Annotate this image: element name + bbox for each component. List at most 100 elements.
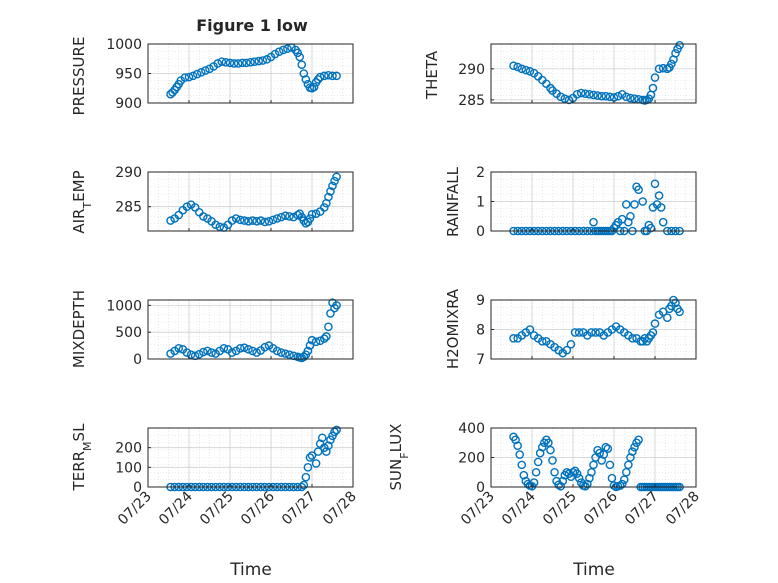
xlabel-left: Time [229,560,272,580]
data-point [587,328,596,337]
data-point [180,73,190,82]
x-tick-label: 07/26 [238,488,278,528]
data-point [628,334,637,343]
data-point [556,481,566,491]
data-point [601,442,611,452]
data-point [166,216,175,225]
data-point [675,40,684,50]
data-point [509,61,518,71]
data-point [324,70,333,80]
data-point [574,473,584,483]
data-point [319,334,329,343]
ylabel-theta: THETA [423,50,441,100]
data-point [562,345,572,355]
data-point [297,60,307,69]
data-point [246,57,255,67]
data-point [574,328,584,337]
data-point [622,200,631,209]
data-point [182,348,192,357]
data-point [601,91,611,101]
axes-frame [490,43,697,104]
data-point [305,341,315,350]
data-point [585,90,594,99]
data-point [654,64,664,74]
data-point [311,337,321,347]
data-point [581,89,590,98]
data-point [319,71,329,81]
data-point [313,447,323,456]
x-tick-label: 07/25 [540,489,580,529]
y-tick-label: 0 [476,480,485,496]
x-tick-label: 07/28 [663,489,703,529]
data-point [201,66,210,75]
data-point [576,88,586,98]
data-point [168,88,177,97]
data-point [322,332,331,341]
subplot-rainfall: 0 1 2 [476,165,697,240]
data-point [328,181,337,191]
data-point [231,214,241,223]
data-point [240,343,249,353]
data-point [307,451,317,460]
data-point [550,467,559,477]
data-point [219,343,229,353]
data-point [199,347,208,357]
figure-title: Figure 1 low [196,16,308,35]
data-point [332,172,341,182]
data-point [509,334,518,343]
data-point [656,203,666,212]
ylabel-air-temp: AIRTEMP [70,170,94,233]
data-point [203,346,212,356]
data-point [648,328,658,337]
y-tick-label: 290 [458,62,485,78]
data-point [196,68,206,77]
data-point [211,220,220,230]
axes-frame [147,171,354,232]
data-point [293,48,302,58]
data-point [603,444,613,453]
y-tick-label: 900 [115,96,142,112]
data-point [299,480,309,490]
data-point [242,58,251,68]
data-point [556,92,566,102]
data-point [313,75,323,84]
data-point [615,481,625,490]
data-point [215,222,225,232]
ylabel-pressure: PRESSURE [70,37,88,116]
data-point [307,335,317,345]
data-point [326,309,335,318]
data-point [650,179,660,189]
data-point [537,336,547,346]
data-point [568,467,578,477]
subplot-pressure: 900 950 1000 [106,37,354,112]
data-point [301,75,311,84]
data-point [225,58,235,68]
data-point [199,212,208,221]
data-point [513,441,522,451]
data-point [272,346,282,356]
xlabel-right: Time [572,560,615,580]
data-point [274,47,284,56]
data-point [663,313,672,323]
data-point [305,453,315,462]
data-point [628,447,637,456]
y-tick-label: 0 [133,480,142,496]
data-point [319,203,329,212]
data-point [281,211,290,221]
data-point [328,71,337,81]
data-point [605,460,615,470]
data-point [570,328,580,337]
data-point [307,210,317,219]
data-point [517,460,527,470]
data-point [332,71,341,81]
data-point [311,209,321,218]
data-point [303,346,313,356]
ylabel-terr-msl: TERRMSL [70,423,94,492]
data-point [675,307,684,317]
data-point [229,59,239,68]
data-point [533,457,543,467]
axes-frame [147,299,354,360]
y-tick-label: 0 [476,224,485,240]
